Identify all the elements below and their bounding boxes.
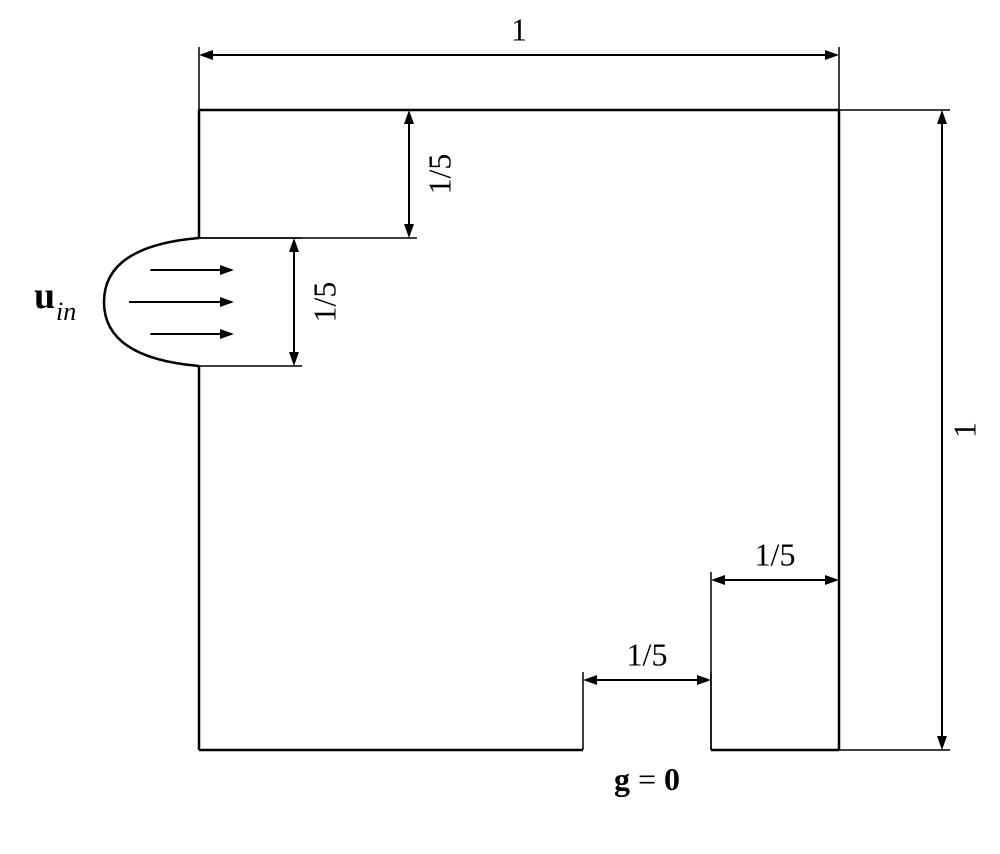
svg-text:1: 1 xyxy=(946,422,982,438)
svg-text:1/5: 1/5 xyxy=(306,282,342,323)
domain-boundary xyxy=(199,110,839,750)
dim-right xyxy=(839,110,950,750)
outlet-label: g = 0 xyxy=(614,761,680,797)
svg-text:u: u xyxy=(34,275,55,317)
dim-outlet-offset xyxy=(711,572,839,750)
inlet-label: uin xyxy=(34,275,76,326)
svg-text:in: in xyxy=(56,297,76,326)
svg-text:1/5: 1/5 xyxy=(755,536,796,572)
dim-outlet-width xyxy=(583,672,711,750)
svg-text:1: 1 xyxy=(511,11,527,47)
svg-text:1/5: 1/5 xyxy=(627,636,668,672)
dim-top xyxy=(199,47,839,110)
inlet-profile xyxy=(104,238,234,366)
dim-inlet-offset xyxy=(199,110,417,238)
svg-text:1/5: 1/5 xyxy=(421,154,457,195)
